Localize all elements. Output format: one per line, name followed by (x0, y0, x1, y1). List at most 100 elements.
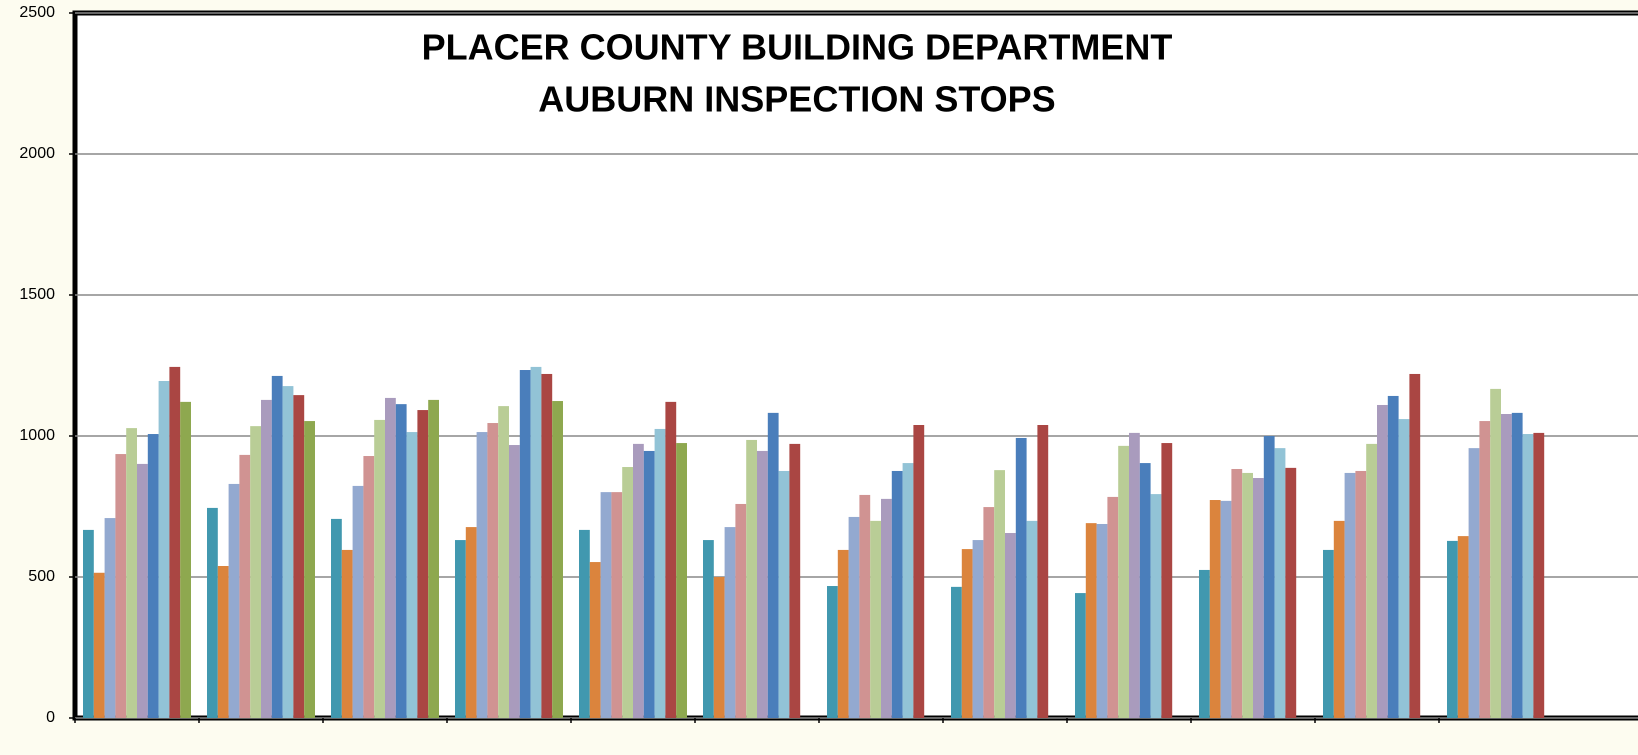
bar (519, 370, 531, 718)
bar (1220, 500, 1232, 718)
bar (115, 454, 127, 718)
bar (217, 566, 229, 718)
bar (104, 518, 116, 718)
bar (406, 432, 418, 718)
bar (676, 443, 687, 718)
bar (1457, 536, 1469, 718)
bar (713, 577, 725, 718)
bar (746, 439, 757, 718)
bar (498, 406, 509, 718)
bar (1139, 463, 1151, 718)
bar (1096, 523, 1108, 718)
bar (352, 485, 364, 718)
bar (541, 373, 553, 718)
bar (487, 423, 499, 718)
bar (1209, 500, 1221, 718)
bar (509, 445, 520, 718)
bar (994, 470, 1005, 718)
bar (643, 450, 655, 718)
bar (1231, 468, 1243, 718)
bar (961, 549, 973, 718)
bar (158, 381, 170, 718)
bar (147, 434, 159, 718)
bar (1118, 445, 1129, 718)
bar (395, 404, 407, 718)
bar (1490, 388, 1501, 718)
bar (341, 549, 353, 718)
bar (1263, 436, 1275, 718)
bar (611, 492, 623, 718)
bar (465, 527, 477, 718)
bar (891, 470, 903, 718)
bar (1285, 467, 1297, 718)
bar (1274, 448, 1286, 718)
bar (428, 399, 439, 718)
y-tick-label: 1000 (19, 427, 55, 444)
bar (455, 540, 466, 718)
y-tick-label: 1500 (19, 286, 55, 303)
bar (250, 426, 261, 718)
bar (1085, 523, 1097, 718)
bar (1037, 425, 1049, 718)
bar (1398, 419, 1410, 718)
bar (282, 386, 294, 718)
bar (530, 366, 542, 718)
bar (1161, 443, 1173, 718)
bar (1522, 434, 1534, 718)
bar (633, 443, 644, 718)
bar (579, 529, 590, 718)
bar (837, 549, 849, 718)
y-tick-label: 500 (28, 568, 55, 585)
bar (83, 529, 94, 718)
bar (169, 366, 181, 718)
bar (1150, 494, 1162, 718)
bar (385, 397, 396, 718)
bar (374, 419, 385, 718)
bar (1533, 432, 1545, 718)
bar (724, 527, 736, 718)
bar (417, 410, 429, 718)
bar (1344, 472, 1356, 718)
bar (1468, 448, 1480, 718)
bar (239, 454, 251, 718)
bar (778, 470, 790, 718)
bar (1333, 520, 1345, 718)
bar (1501, 414, 1512, 718)
bar (207, 507, 218, 718)
bar (902, 463, 914, 718)
bar (331, 518, 342, 718)
y-tick-label: 2500 (19, 4, 55, 21)
bar (1075, 593, 1086, 718)
bar (271, 375, 283, 718)
bar (304, 421, 315, 718)
bar (767, 412, 779, 718)
bar (972, 540, 984, 718)
bar (293, 395, 305, 718)
bar (1323, 549, 1334, 718)
bar (1015, 437, 1027, 718)
bar (1387, 395, 1399, 718)
bar (1409, 373, 1421, 718)
bar (789, 443, 801, 718)
bar (859, 494, 871, 718)
bar (757, 450, 768, 718)
bar (363, 456, 375, 718)
bar (951, 586, 962, 718)
bar (881, 498, 892, 718)
bar (703, 540, 714, 718)
bar (1026, 520, 1038, 718)
bar (983, 507, 995, 718)
bar (589, 562, 601, 718)
bar (1377, 404, 1388, 718)
bar (600, 492, 612, 718)
bar (1107, 496, 1119, 718)
bar (1129, 432, 1140, 718)
bar (870, 520, 881, 718)
bar (827, 586, 838, 718)
chart-subtitle: AUBURN INSPECTION STOPS (538, 79, 1055, 120)
bar (180, 401, 191, 718)
bar (1511, 412, 1523, 718)
bar (622, 467, 633, 718)
